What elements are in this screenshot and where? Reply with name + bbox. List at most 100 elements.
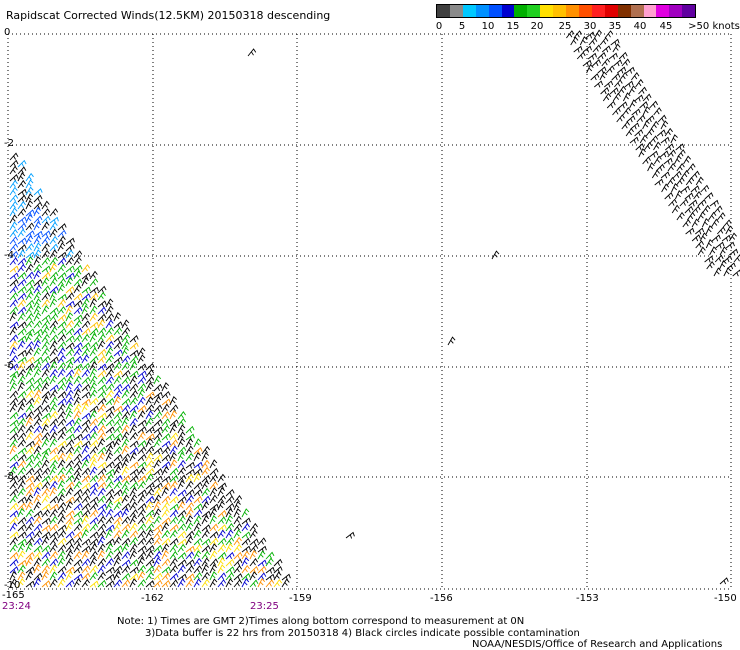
wind-barb [684, 205, 694, 214]
wind-barb [177, 418, 186, 427]
wind-barb [65, 530, 75, 539]
wind-barb [129, 501, 138, 511]
wind-barb [89, 321, 99, 329]
wind-barb [137, 516, 147, 525]
wind-barb [41, 494, 50, 504]
wind-barb [17, 244, 27, 252]
wind-barb [9, 522, 18, 532]
wind-barb [97, 467, 107, 476]
wind-barb [609, 87, 619, 95]
wind-barb [674, 190, 683, 200]
wind-barb [606, 100, 616, 109]
wind-barb [649, 150, 659, 158]
wind-barb [695, 240, 704, 249]
wind-barb [17, 403, 26, 413]
wind-barb [41, 452, 50, 462]
wind-barb [225, 502, 235, 511]
wind-barb [65, 571, 74, 581]
wind-barb [41, 242, 50, 252]
wind-barb [33, 404, 43, 413]
wind-barb [49, 368, 58, 378]
wind-barb [25, 328, 35, 336]
wind-barb [49, 326, 58, 336]
wind-barb [89, 571, 98, 581]
wind-barb [33, 368, 42, 378]
wind-barb [17, 327, 27, 336]
wind-barb [49, 403, 58, 413]
wind-barb [161, 446, 171, 455]
wind-barb [65, 474, 75, 483]
wind-barb [17, 172, 26, 182]
wind-barb [33, 279, 43, 287]
wind-barb [129, 578, 138, 588]
wind-barb [592, 44, 602, 53]
wind-barb [185, 530, 195, 539]
wind-barb [65, 557, 74, 567]
wind-barb [97, 327, 107, 336]
wind-barb [185, 445, 194, 455]
wind-barb [201, 495, 211, 504]
wind-barb [257, 578, 266, 588]
wind-barb [233, 573, 243, 581]
wind-barb [113, 375, 122, 385]
wind-barb [113, 418, 123, 427]
wind-barb [610, 38, 620, 46]
wind-barb [33, 356, 43, 364]
wind-barb [634, 94, 644, 102]
wind-barb [185, 515, 194, 525]
wind-barb [49, 531, 59, 539]
wind-barb [233, 523, 243, 532]
wind-barb [57, 391, 67, 399]
wind-barb [17, 543, 26, 553]
wind-barb [265, 557, 274, 567]
wind-barb [49, 313, 59, 322]
wind-barb [73, 425, 82, 434]
wind-barb [41, 424, 49, 434]
wind-barb [49, 537, 59, 546]
wind-barb [153, 564, 162, 574]
wind-barb [9, 279, 19, 287]
wind-barb [57, 235, 66, 245]
wind-barb [655, 163, 665, 172]
wind-barb [153, 544, 163, 553]
wind-barb [57, 480, 66, 490]
wind-barb [65, 433, 75, 441]
wind-barb [65, 516, 75, 525]
wind-barb [257, 572, 267, 581]
wind-barb [447, 336, 456, 346]
wind-barb [169, 579, 179, 588]
wind-barb [225, 523, 235, 532]
wind-barb [590, 73, 600, 81]
wind-barb [25, 341, 35, 350]
wind-barb [65, 460, 75, 469]
wind-barb [225, 572, 235, 581]
wind-barb [9, 453, 19, 462]
wind-barb [592, 59, 602, 67]
wind-barb [89, 333, 98, 343]
wind-barb [49, 216, 59, 224]
wind-barb [161, 475, 171, 483]
wind-barb [25, 487, 34, 497]
wind-barb [49, 418, 59, 427]
wind-barb [137, 410, 146, 420]
wind-barb [17, 439, 27, 448]
wind-barb [121, 398, 131, 406]
wind-barb [57, 229, 67, 238]
wind-barb [49, 543, 58, 553]
wind-barb [145, 376, 155, 385]
wind-barb [217, 473, 226, 483]
wind-barb [9, 510, 19, 518]
wind-barb [161, 566, 171, 574]
wind-barb [9, 200, 18, 210]
colorbar-label: >50 knots [688, 21, 740, 32]
wind-barb [9, 229, 18, 238]
wind-barb [129, 370, 139, 378]
wind-barb [17, 299, 27, 308]
wind-barb [41, 404, 51, 413]
wind-barb [73, 445, 82, 455]
wind-barb [17, 578, 26, 588]
wind-barb [169, 550, 178, 560]
wind-barb [161, 461, 171, 469]
wind-barb [41, 551, 51, 560]
